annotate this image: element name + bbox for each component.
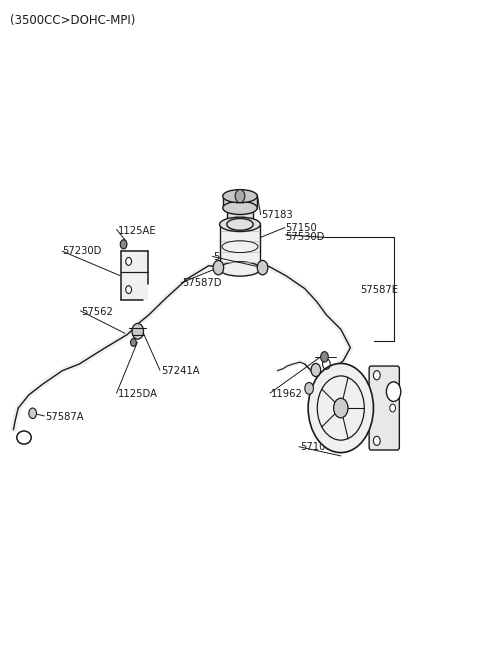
- Circle shape: [257, 260, 268, 275]
- Ellipse shape: [223, 201, 257, 215]
- Text: 57100: 57100: [300, 442, 332, 453]
- Circle shape: [235, 190, 245, 203]
- Text: 57587D: 57587D: [182, 278, 222, 289]
- Circle shape: [132, 323, 144, 339]
- Text: 57587A: 57587A: [46, 411, 84, 422]
- Circle shape: [308, 363, 373, 453]
- Text: 11962: 11962: [271, 388, 303, 399]
- Bar: [220, 224, 260, 269]
- Circle shape: [334, 398, 348, 418]
- Circle shape: [311, 363, 321, 377]
- Circle shape: [321, 352, 328, 362]
- Circle shape: [120, 240, 127, 249]
- Bar: [223, 196, 257, 208]
- Ellipse shape: [219, 262, 260, 276]
- Text: 57241A: 57241A: [161, 365, 199, 376]
- Bar: [227, 208, 253, 224]
- Ellipse shape: [227, 218, 253, 230]
- Text: (3500CC>DOHC-MPI): (3500CC>DOHC-MPI): [10, 14, 135, 28]
- Circle shape: [386, 382, 401, 401]
- Ellipse shape: [223, 190, 257, 203]
- Text: 57587E: 57587E: [214, 252, 252, 262]
- Text: 57230D: 57230D: [62, 246, 102, 256]
- Circle shape: [373, 371, 380, 380]
- Text: 57562: 57562: [82, 306, 113, 317]
- Circle shape: [373, 436, 380, 445]
- Text: D: D: [19, 434, 27, 445]
- Text: 57587E: 57587E: [360, 285, 398, 295]
- Circle shape: [126, 286, 132, 294]
- Circle shape: [29, 408, 36, 419]
- Circle shape: [131, 338, 136, 346]
- Text: C: C: [387, 390, 395, 400]
- Circle shape: [126, 258, 132, 266]
- FancyBboxPatch shape: [369, 366, 399, 450]
- Text: 57530D: 57530D: [286, 232, 325, 243]
- Ellipse shape: [17, 431, 31, 444]
- Circle shape: [390, 404, 396, 412]
- Ellipse shape: [227, 202, 253, 214]
- Text: 57150: 57150: [286, 223, 317, 234]
- Circle shape: [213, 260, 224, 275]
- Text: 1125AE: 1125AE: [118, 226, 156, 236]
- Circle shape: [305, 382, 313, 394]
- Text: 1125DA: 1125DA: [118, 388, 157, 399]
- Bar: [121, 251, 148, 300]
- Text: 57183: 57183: [262, 210, 293, 220]
- Ellipse shape: [219, 217, 260, 232]
